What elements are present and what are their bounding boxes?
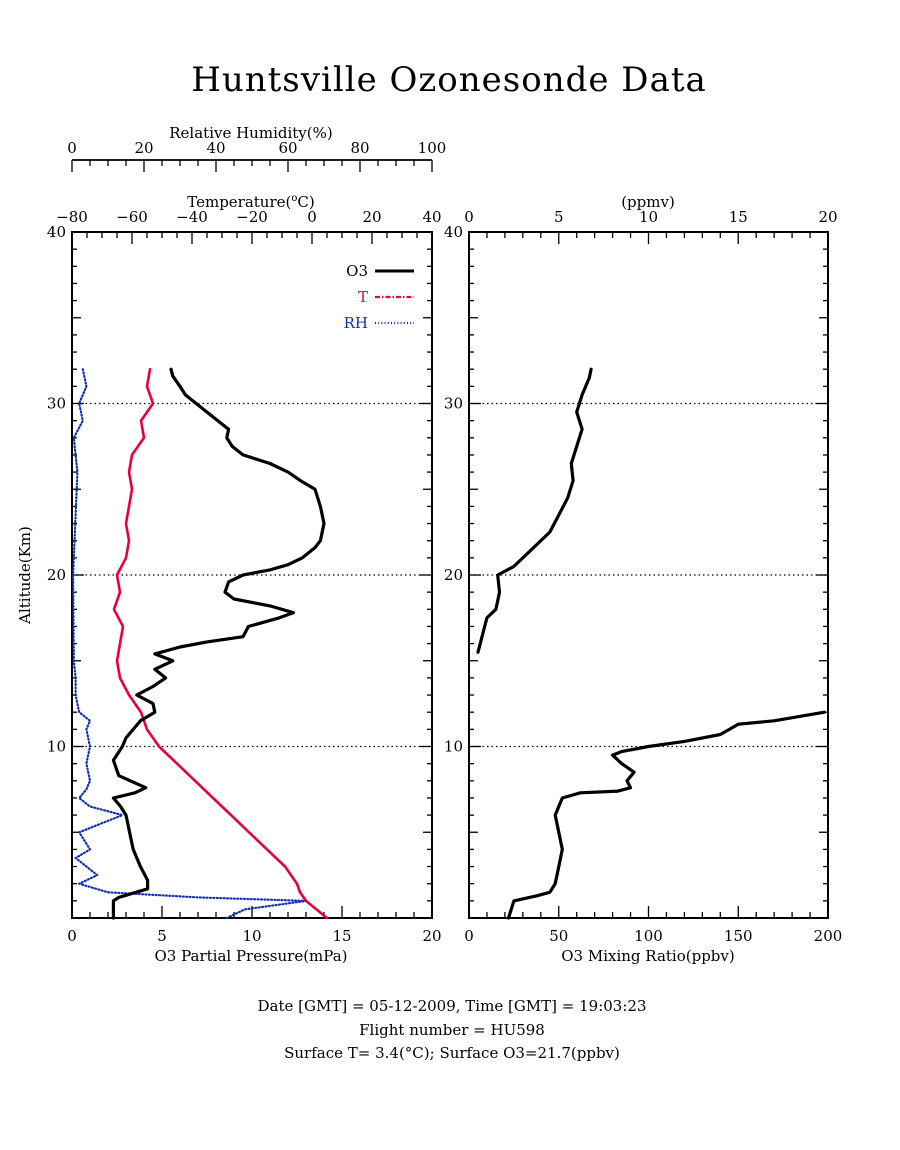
o3-mixing-ratio-axis-label: O3 Mixing Ratio(ppbv) bbox=[561, 947, 734, 965]
right-ytick-label: 20 bbox=[444, 566, 463, 584]
altitude-axis-label: Altitude(Km) bbox=[16, 526, 34, 625]
legend-label-t: T bbox=[358, 288, 368, 306]
o3-partial-pressure-axis-label: O3 Partial Pressure(mPa) bbox=[154, 947, 347, 965]
left-ytick-label: 20 bbox=[47, 566, 66, 584]
temperature-xtick-label: 0 bbox=[307, 208, 317, 226]
ppmv-xtick-label: 0 bbox=[464, 208, 474, 226]
o3-mixing-ratio-ppbv-line bbox=[506, 710, 826, 920]
ppmv-xtick-label: 10 bbox=[639, 208, 658, 226]
right-ytick-label: 40 bbox=[444, 223, 463, 241]
chart-title: Huntsville Ozonesonde Data bbox=[191, 60, 707, 100]
rh-series-line bbox=[72, 368, 308, 920]
ppmv-xtick-label: 5 bbox=[554, 208, 564, 226]
temperature-axis-label: Temperature(oC) bbox=[187, 193, 315, 211]
footer-date-time: Date [GMT] = 05-12-2009, Time [GMT] = 19… bbox=[257, 997, 646, 1015]
temperature-xtick-label: −20 bbox=[236, 208, 268, 226]
rh-xtick-label: 60 bbox=[278, 139, 297, 157]
temperature-xtick-label: −40 bbox=[176, 208, 208, 226]
right-ytick-label: 30 bbox=[444, 395, 463, 413]
left-ytick-label: 40 bbox=[47, 223, 66, 241]
o3-xtick-label: 10 bbox=[242, 927, 261, 945]
left-ytick-label: 10 bbox=[47, 738, 66, 756]
legend-label-o3: O3 bbox=[346, 262, 368, 280]
footer-flight-number: Flight number = HU598 bbox=[359, 1021, 545, 1039]
o3-xtick-label: 20 bbox=[422, 927, 441, 945]
rh-axis-label: Relative Humidity(%) bbox=[169, 124, 332, 142]
right-frame bbox=[468, 231, 829, 919]
o3-mixing-ratio-ppmv-line bbox=[476, 367, 593, 654]
footer-surface-values: Surface T= 3.4(°C); Surface O3=21.7(ppbv… bbox=[284, 1044, 620, 1062]
o3-xtick-label: 15 bbox=[332, 927, 351, 945]
right-ytick-label: 10 bbox=[444, 738, 463, 756]
o3-partial-pressure-series-line bbox=[111, 367, 326, 920]
ppbv-xtick-label: 200 bbox=[814, 927, 843, 945]
rh-xtick-label: 80 bbox=[350, 139, 369, 157]
legend-label-rh: RH bbox=[344, 314, 368, 332]
temperature-xtick-label: −80 bbox=[56, 208, 88, 226]
temperature-xtick-label: 20 bbox=[362, 208, 381, 226]
ppbv-xtick-label: 100 bbox=[634, 927, 663, 945]
legend: O3 T RH bbox=[344, 262, 414, 332]
left-ytick-label: 30 bbox=[47, 395, 66, 413]
rh-xtick-label: 40 bbox=[206, 139, 225, 157]
o3-xtick-label: 5 bbox=[157, 927, 167, 945]
ppmv-xtick-label: 20 bbox=[818, 208, 837, 226]
temperature-xtick-label: −60 bbox=[116, 208, 148, 226]
ppbv-xtick-label: 50 bbox=[549, 927, 568, 945]
rh-xtick-label: 20 bbox=[134, 139, 153, 157]
temperature-xtick-label: 40 bbox=[422, 208, 441, 226]
ppbv-xtick-label: 150 bbox=[724, 927, 753, 945]
o3-xtick-label: 0 bbox=[67, 927, 77, 945]
left-panel: 10 20 30 40 0 5 10 15 20 −80 −60 −40 −20 0 20 40 0 20 40 60… bbox=[47, 139, 446, 945]
ppmv-axis-label: (ppmv) bbox=[621, 193, 675, 211]
ppbv-xtick-label: 0 bbox=[464, 927, 474, 945]
rh-xtick-label: 100 bbox=[418, 139, 447, 157]
ppmv-xtick-label: 15 bbox=[729, 208, 748, 226]
rh-xtick-label: 0 bbox=[67, 139, 77, 157]
temperature-series-line bbox=[112, 367, 329, 920]
